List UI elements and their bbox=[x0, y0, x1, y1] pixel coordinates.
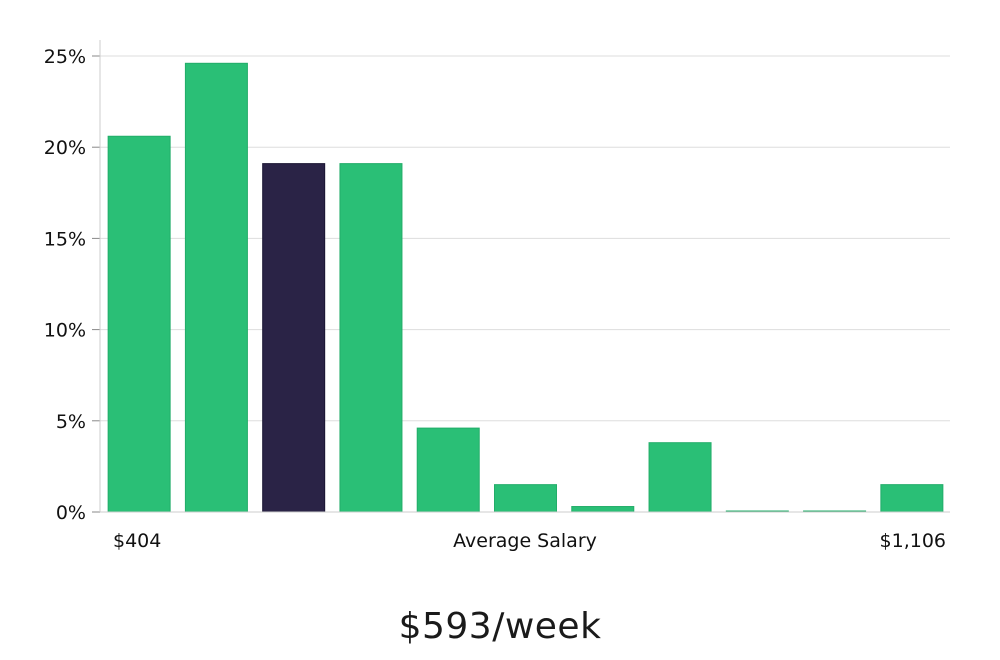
salary-histogram: 0% 5% 10% 15% 20% 25% $404 Average Salary $1,… bbox=[44, 40, 950, 552]
average-salary-footer: $593/week bbox=[398, 606, 602, 647]
x-axis-label: Average Salary bbox=[453, 530, 597, 552]
y-tick-label: 5% bbox=[56, 411, 86, 433]
y-tick-label: 0% bbox=[56, 502, 86, 524]
bar bbox=[571, 506, 635, 513]
bar bbox=[648, 442, 712, 513]
bar bbox=[107, 135, 171, 513]
bar-highlighted bbox=[262, 163, 326, 513]
bar bbox=[494, 484, 557, 513]
y-tick-label: 15% bbox=[44, 228, 86, 250]
y-tick-label: 20% bbox=[44, 137, 86, 159]
x-axis-max-label: $1,106 bbox=[880, 530, 946, 552]
y-tick-label: 10% bbox=[44, 320, 86, 342]
x-axis-min-label: $404 bbox=[113, 530, 161, 552]
bar bbox=[416, 427, 480, 513]
y-axis-ticks: 0% 5% 10% 15% 20% 25% bbox=[44, 46, 100, 524]
bar bbox=[880, 484, 944, 513]
y-tick-label: 25% bbox=[44, 46, 86, 68]
bar bbox=[184, 62, 248, 513]
bar bbox=[339, 163, 403, 513]
bars bbox=[107, 62, 944, 513]
